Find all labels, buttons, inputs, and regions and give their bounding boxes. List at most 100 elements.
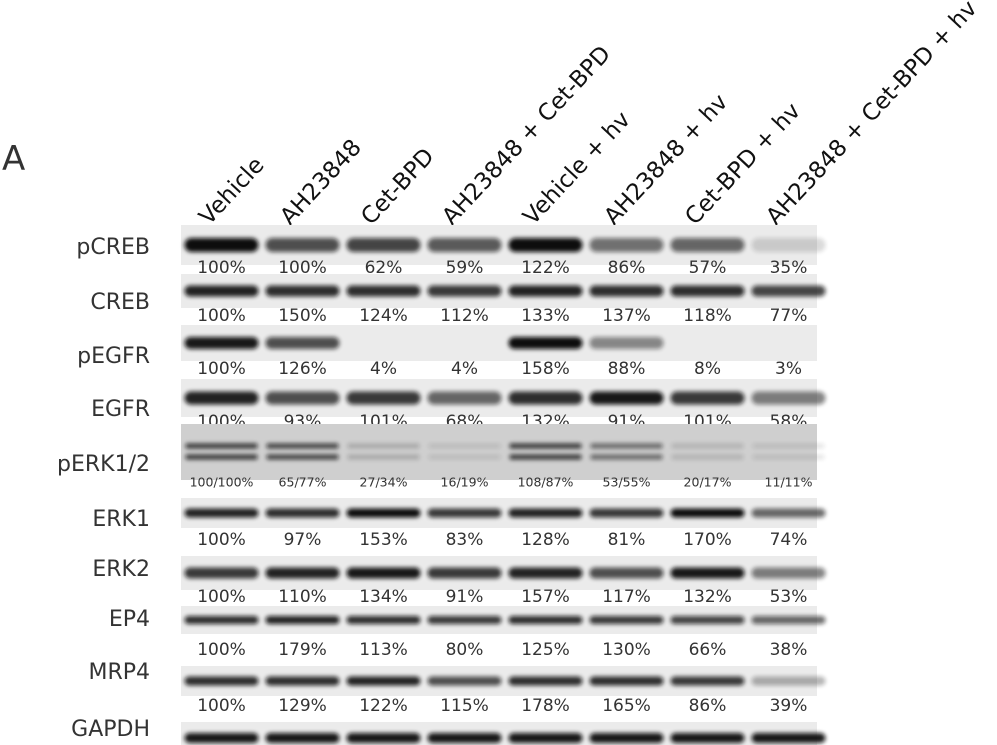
quantification: 128% [521,530,570,550]
quantification: 150% [278,306,327,326]
band [427,676,502,686]
quantification: 80% [446,640,484,660]
quantification: 100% [197,359,246,379]
band [509,443,582,449]
band [265,508,340,518]
quantification: 157% [521,587,570,607]
band [508,733,583,743]
band [508,567,583,579]
quantification: 129% [278,696,327,716]
band [508,337,583,349]
band [751,238,826,252]
row-label: EP4 [109,607,150,632]
band [751,285,826,297]
row-label: pERK1/2 [57,452,150,477]
band [265,285,340,297]
row-label: MRP4 [88,660,150,685]
quantification: 39% [770,696,808,716]
quantification: 100/100% [190,475,254,490]
band [266,454,339,460]
band [346,733,421,743]
quantification: 3% [775,359,802,379]
band [265,676,340,686]
band [428,454,501,460]
row-label: CREB [90,290,150,315]
quantification: 122% [359,696,408,716]
row-label: ERK2 [92,557,150,582]
quantification: 86% [608,258,646,278]
band [184,567,259,579]
quantification: 35% [770,258,808,278]
quantification: 113% [359,640,408,660]
quantification: 112% [440,306,489,326]
band [751,733,826,743]
band [751,616,826,624]
quantification: 100% [197,640,246,660]
band [184,391,259,405]
band [508,508,583,518]
panel-label: A [2,139,25,179]
band [590,443,663,449]
quantification: 137% [602,306,651,326]
band [589,285,664,297]
band [589,567,664,579]
band [508,285,583,297]
band [347,443,420,449]
band [427,567,502,579]
column-header: AH23848 [275,135,366,230]
row-label: pEGFR [77,344,150,369]
quantification: 4% [451,359,478,379]
band [751,508,826,518]
quantification: 178% [521,696,570,716]
quantification: 170% [683,530,732,550]
band [265,391,340,405]
quantification: 124% [359,306,408,326]
band [427,616,502,624]
band [751,567,826,579]
quantification: 88% [608,359,646,379]
quantification: 134% [359,587,408,607]
quantification: 132% [683,587,732,607]
band [266,443,339,449]
quantification: 86% [689,696,727,716]
band [751,676,826,686]
band [751,391,826,405]
quantification: 125% [521,640,570,660]
band [589,733,664,743]
quantification: 77% [770,306,808,326]
quantification: 130% [602,640,651,660]
band [671,443,744,449]
band [670,567,745,579]
band [509,454,582,460]
quantification: 100% [278,258,327,278]
band [670,285,745,297]
band [184,337,259,349]
band [589,508,664,518]
quantification: 110% [278,587,327,607]
band [670,616,745,624]
quantification: 91% [446,587,484,607]
quantification: 100% [197,258,246,278]
quantification: 165% [602,696,651,716]
band [184,508,259,518]
quantification: 57% [689,258,727,278]
band [752,443,825,449]
quantification: 100% [197,587,246,607]
quantification: 133% [521,306,570,326]
quantification: 66% [689,640,727,660]
band [589,238,664,252]
band [508,616,583,624]
band [184,616,259,624]
quantification: 117% [602,587,651,607]
band [589,676,664,686]
band [346,508,421,518]
quantification: 153% [359,530,408,550]
quantification: 62% [365,258,403,278]
band [670,508,745,518]
quantification: 38% [770,640,808,660]
band [347,454,420,460]
band [184,676,259,686]
band [590,454,663,460]
